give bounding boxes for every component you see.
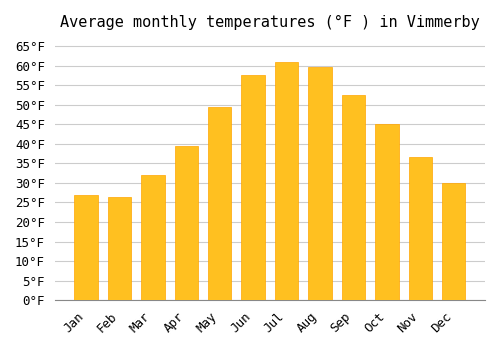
Bar bbox=[108, 197, 131, 300]
Bar bbox=[442, 183, 466, 300]
Bar bbox=[74, 195, 98, 300]
Bar bbox=[141, 175, 165, 300]
Bar bbox=[342, 95, 365, 300]
Bar bbox=[174, 146, 198, 300]
Bar bbox=[208, 106, 232, 300]
Bar bbox=[375, 124, 398, 300]
Bar bbox=[242, 75, 265, 300]
Bar bbox=[308, 68, 332, 300]
Bar bbox=[408, 158, 432, 300]
Bar bbox=[275, 62, 298, 300]
Title: Average monthly temperatures (°F ) in Vimmerby: Average monthly temperatures (°F ) in Vi… bbox=[60, 15, 480, 30]
